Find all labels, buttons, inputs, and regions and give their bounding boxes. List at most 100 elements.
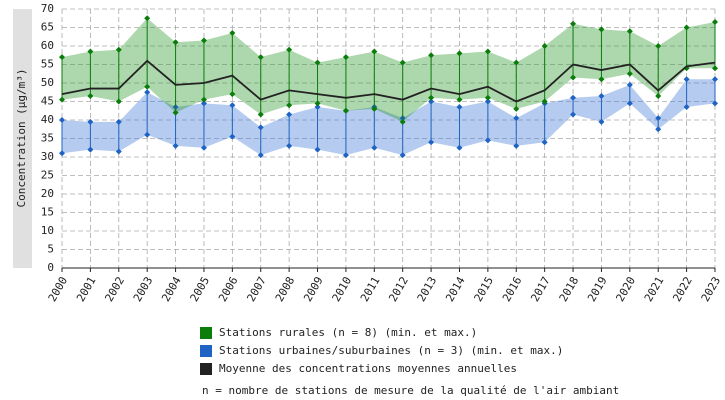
x-tick-label: 2022 — [670, 275, 695, 304]
x-tick-label: 2003 — [131, 275, 156, 304]
marker — [683, 76, 690, 83]
x-tick-label: 2002 — [102, 275, 127, 304]
marker — [115, 118, 122, 125]
x-tick-label: 2009 — [301, 275, 326, 304]
y-tick-label: 30 — [41, 150, 54, 163]
marker — [655, 43, 662, 49]
marker — [144, 89, 151, 96]
y-axis-label: Concentration (µg/m³) — [15, 68, 28, 207]
marker — [59, 150, 65, 157]
y-tick-label: 10 — [41, 224, 54, 237]
marker — [655, 115, 662, 122]
marker — [172, 109, 179, 116]
legend-label: Moyenne des concentrations moyennes annu… — [219, 362, 517, 375]
y-tick-label: 0 — [47, 261, 54, 274]
marker — [257, 124, 264, 131]
marker — [712, 76, 718, 83]
x-tick-label: 2015 — [472, 275, 497, 304]
marker — [570, 74, 577, 81]
marker — [712, 100, 718, 107]
marker — [342, 107, 349, 114]
x-tick-label: 2020 — [614, 275, 639, 304]
note: n = nombre de stations de mesure de la q… — [202, 384, 619, 397]
marker — [541, 139, 548, 146]
marker — [484, 98, 491, 105]
marker — [286, 46, 293, 53]
marker — [513, 115, 520, 122]
x-tick-label: 2014 — [443, 274, 468, 304]
marker — [541, 98, 548, 105]
marker — [314, 104, 321, 111]
marker — [371, 48, 378, 55]
marker — [598, 26, 605, 33]
x-tick-label: 2000 — [46, 275, 71, 304]
x-tick-label: 2004 — [159, 274, 184, 304]
marker — [598, 92, 605, 99]
y-tick-label: 5 — [47, 243, 54, 256]
marker — [200, 37, 207, 44]
marker — [115, 46, 122, 53]
marker — [484, 94, 491, 101]
marker — [513, 142, 520, 149]
x-tick-label: 2013 — [415, 275, 440, 304]
x-tick-label: 2011 — [358, 275, 383, 304]
marker — [626, 28, 633, 35]
marker — [484, 137, 491, 144]
x-tick-label: 2005 — [188, 275, 213, 304]
marker — [428, 98, 435, 105]
marker — [314, 59, 321, 66]
marker — [172, 142, 179, 149]
marker — [541, 43, 548, 49]
marker — [570, 111, 577, 118]
range-band — [62, 79, 715, 156]
y-tick-label: 60 — [41, 39, 54, 52]
legend-swatch — [200, 327, 212, 339]
marker — [257, 111, 264, 118]
marker — [371, 105, 378, 112]
marker — [399, 59, 406, 66]
marker — [87, 118, 94, 125]
marker — [286, 142, 293, 149]
marker — [200, 96, 207, 103]
x-tick-label: 2018 — [557, 275, 582, 304]
marker — [59, 96, 65, 103]
range-band — [62, 18, 715, 122]
x-tick-label: 2007 — [244, 275, 269, 304]
marker — [513, 59, 520, 66]
legend-swatch — [200, 345, 212, 357]
marker — [456, 96, 463, 103]
marker — [399, 152, 406, 159]
marker — [371, 144, 378, 151]
marker — [342, 152, 349, 159]
marker — [428, 52, 435, 59]
y-tick-label: 55 — [41, 58, 54, 71]
marker — [172, 39, 179, 46]
marker — [200, 100, 207, 107]
marker — [626, 81, 633, 88]
x-tick-label: 2019 — [585, 275, 610, 304]
marker — [655, 126, 662, 133]
marker — [229, 133, 236, 140]
marker — [626, 70, 633, 77]
y-tick-label: 70 — [41, 2, 54, 15]
marker — [314, 100, 321, 107]
marker — [200, 144, 207, 151]
marker — [286, 102, 293, 109]
marker — [342, 54, 349, 61]
x-tick-label: 2006 — [216, 275, 241, 304]
legend-swatch — [200, 363, 212, 375]
legend-label: Stations rurales (n = 8) (min. et max.) — [219, 326, 477, 339]
x-tick-label: 2016 — [500, 275, 525, 304]
marker — [87, 146, 94, 153]
marker — [144, 83, 151, 90]
marker — [314, 146, 321, 153]
marker — [513, 105, 520, 112]
marker — [286, 111, 293, 118]
x-tick-label: 2023 — [699, 275, 724, 304]
marker — [229, 102, 236, 109]
x-tick-label: 2008 — [273, 275, 298, 304]
marker — [456, 144, 463, 151]
marker — [115, 98, 122, 105]
y-tick-label: 35 — [41, 132, 54, 145]
